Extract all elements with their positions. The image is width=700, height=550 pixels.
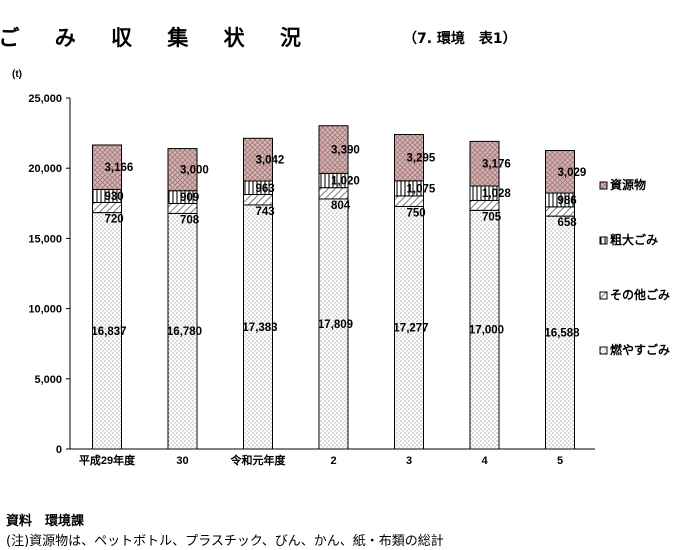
bar-segment bbox=[167, 148, 198, 192]
x-tick-label: 平成29年度 bbox=[79, 453, 136, 467]
x-axis: 平成29年度 30 令和元年度 2 3 4 5 bbox=[70, 448, 595, 467]
x-tick-label: 4 bbox=[481, 455, 488, 467]
y-axis-unit: (t) bbox=[12, 69, 22, 80]
bar-segment bbox=[469, 209, 500, 450]
data-label: 17,277 bbox=[393, 323, 428, 335]
y-axis: 0 5,000 10,000 15,000 20,000 25,000 bbox=[28, 93, 71, 456]
bar-segment bbox=[469, 140, 500, 187]
bar-segment bbox=[318, 187, 349, 200]
data-label: 963 bbox=[256, 183, 275, 195]
bars bbox=[92, 125, 575, 450]
x-tick-label: 3 bbox=[406, 455, 412, 467]
data-label: 909 bbox=[180, 192, 199, 204]
legend-swatch bbox=[599, 291, 608, 300]
garbage-collection-chart: ご み 収 集 状 況 （7. 環境 表1） (t) 0 5,000 10,000 1… bbox=[0, 26, 670, 467]
bar-segment bbox=[167, 202, 198, 214]
x-tick-label: 30 bbox=[176, 455, 188, 467]
bar-segment bbox=[243, 137, 273, 182]
data-label: 743 bbox=[256, 206, 275, 218]
data-label: 17,000 bbox=[469, 325, 504, 337]
bar-segment bbox=[92, 144, 122, 190]
legend-label: 粗大ごみ bbox=[610, 232, 658, 247]
y-tick-label: 20,000 bbox=[28, 163, 62, 175]
bar-segment bbox=[243, 194, 273, 206]
data-label: 17,383 bbox=[242, 322, 277, 334]
chart-subtitle: （7. 環境 表1） bbox=[403, 30, 517, 47]
data-label: 3,042 bbox=[256, 155, 285, 167]
bar-segment bbox=[545, 206, 575, 217]
bar-segment bbox=[545, 149, 575, 194]
y-tick-label: 15,000 bbox=[28, 233, 62, 245]
data-label: 930 bbox=[105, 191, 124, 203]
x-tick-label: 2 bbox=[330, 455, 336, 467]
data-label: 705 bbox=[482, 211, 502, 223]
x-tick-label: 5 bbox=[557, 455, 563, 467]
data-label: 3,029 bbox=[558, 167, 587, 179]
data-label: 804 bbox=[331, 200, 351, 212]
legend-swatch bbox=[599, 236, 608, 245]
data-labels: 16,837 720 930 3,166 16,780 708 909 3,000 17,383… bbox=[91, 145, 586, 340]
data-label: 3,176 bbox=[482, 159, 511, 171]
data-label: 1,075 bbox=[407, 183, 436, 195]
data-label: 658 bbox=[558, 217, 578, 229]
bar-segment bbox=[92, 201, 122, 214]
bar-segment bbox=[318, 125, 349, 174]
data-label: 708 bbox=[180, 214, 200, 226]
footnote: (注)資源物は、ペットボトル、プラスチック、びん、かん、紙・布類の総計 bbox=[6, 534, 444, 549]
data-label: 3,000 bbox=[180, 165, 209, 177]
source-note: 資料 環境課 bbox=[6, 514, 85, 529]
data-label: 16,780 bbox=[167, 326, 202, 338]
data-label: 17,809 bbox=[318, 319, 353, 331]
y-tick-label: 5,000 bbox=[34, 374, 62, 386]
data-label: 3,390 bbox=[331, 145, 360, 157]
chart-title: ご み 収 集 状 況 bbox=[0, 26, 315, 50]
bar-segment bbox=[394, 195, 424, 207]
data-label: 986 bbox=[558, 195, 577, 207]
bar-segment bbox=[394, 134, 424, 182]
data-label: 3,166 bbox=[105, 162, 134, 174]
y-tick-label: 25,000 bbox=[28, 93, 62, 105]
x-tick-label: 令和元年度 bbox=[230, 453, 287, 467]
data-label: 1,020 bbox=[331, 176, 360, 188]
y-tick-label: 10,000 bbox=[28, 304, 62, 316]
data-label: 16,588 bbox=[544, 328, 580, 340]
bar-segment bbox=[243, 204, 273, 450]
data-label: 1,028 bbox=[482, 188, 511, 200]
legend-label: その他ごみ bbox=[610, 287, 670, 302]
data-label: 3,295 bbox=[407, 153, 436, 165]
y-tick-label: 0 bbox=[56, 444, 62, 456]
legend-label: 資源物 bbox=[610, 177, 646, 192]
bar-segment bbox=[545, 215, 575, 450]
legend-swatch bbox=[599, 181, 608, 190]
data-label: 16,837 bbox=[91, 326, 126, 338]
bar-segment bbox=[469, 199, 500, 211]
data-label: 720 bbox=[105, 214, 124, 226]
legend-label: 燃やすごみ bbox=[610, 342, 670, 357]
legend-swatch bbox=[599, 346, 608, 355]
data-label: 750 bbox=[407, 207, 426, 219]
